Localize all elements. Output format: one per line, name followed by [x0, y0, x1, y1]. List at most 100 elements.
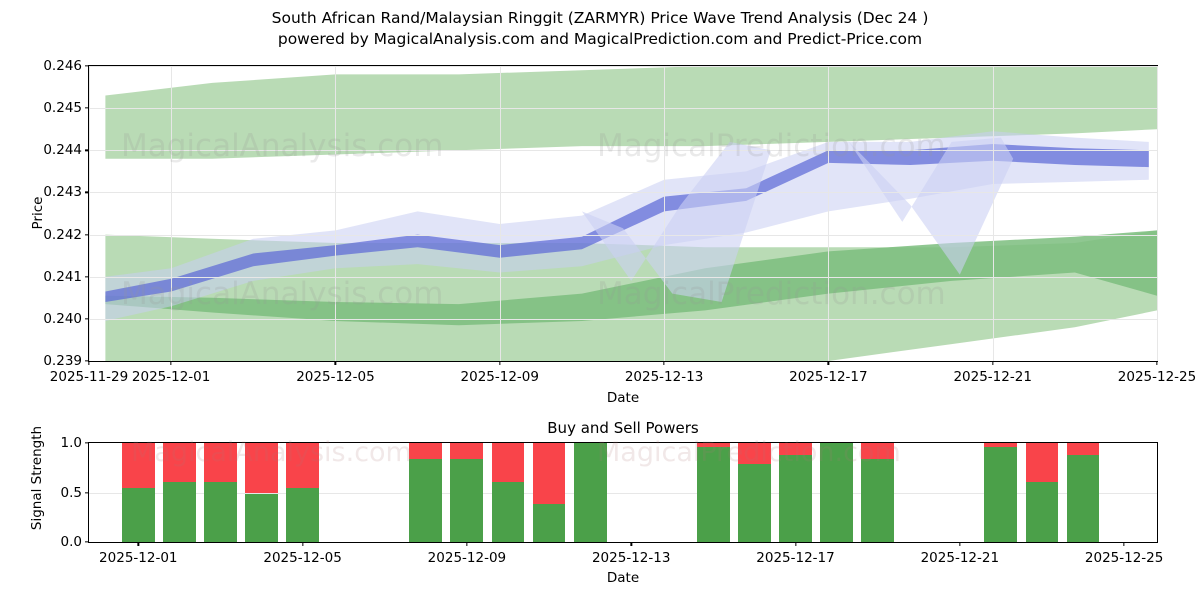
bar-segment-buy [532, 504, 566, 542]
price-y-tick-mark [85, 276, 89, 278]
gridline-vertical [828, 66, 830, 361]
price-x-tick-mark [1156, 361, 1158, 365]
bar-stack[interactable] [779, 443, 812, 542]
price-y-tick-mark [85, 191, 89, 194]
bar-x-tick-mark [630, 542, 632, 546]
gridline-horizontal [89, 234, 1157, 236]
bar-y-tick-mark [85, 541, 89, 543]
price-y-tick-mark [85, 107, 89, 109]
price-y-tick-mark [85, 318, 89, 320]
bar-x-tick-mark [301, 542, 304, 546]
gridline-vertical [171, 66, 173, 361]
price-x-tick-mark [334, 361, 337, 365]
bar-stack[interactable] [738, 443, 771, 542]
price-x-tick-mark [663, 361, 665, 365]
bar-stack[interactable] [861, 443, 895, 542]
bar-segment-buy [491, 481, 525, 542]
price-y-tick-label: 0.243 [43, 184, 82, 201]
bar-stack[interactable] [121, 443, 155, 542]
bar-stack[interactable] [1025, 443, 1059, 542]
price-x-tick-label: 2025-12-17 [789, 369, 868, 385]
bar-stack[interactable] [573, 443, 607, 542]
bar-stack[interactable] [984, 443, 1018, 542]
bar-segment-buy [1066, 454, 1100, 542]
bar-segment-buy [409, 458, 443, 542]
bar-segment-buy [820, 443, 854, 542]
bar-stack[interactable] [696, 443, 730, 542]
bar-segment-buy [984, 446, 1018, 542]
bar-stack[interactable] [204, 443, 237, 542]
bar-x-tick-label: 2025-12-21 [920, 550, 1000, 566]
bar-stack[interactable] [245, 443, 278, 542]
bar-segment-buy [779, 454, 812, 542]
gridline-horizontal [89, 492, 1157, 494]
gridline-vertical [664, 66, 666, 361]
price-wave-plot: 0.239 0.240 0.241 0.242 0.243 0.244 0.245 0.246… [43, 58, 1196, 385]
bar-y-tick-mark [85, 442, 89, 444]
price-y-tick-label: 0.245 [43, 100, 82, 117]
bar-segment-buy [1025, 481, 1059, 542]
bar-segment-buy [738, 463, 771, 542]
bar-stack[interactable] [409, 443, 443, 542]
price-x-tick-label: 2025-12-01 [131, 369, 211, 385]
price-x-tick-mark [170, 361, 172, 365]
bar-segment-sell [162, 443, 196, 482]
buy-sell-chart-title: Buy and Sell Powers [547, 419, 699, 437]
price-y-tick-label: 0.246 [43, 58, 82, 74]
price-series-band [105, 230, 1157, 326]
bar-segment-buy [286, 487, 320, 542]
bar-segment-buy [450, 458, 484, 542]
bar-segment-sell [696, 443, 730, 447]
bar-stack[interactable] [491, 443, 525, 542]
bar-x-tick-label: 2025-12-05 [263, 550, 342, 566]
bar-series-layer [89, 443, 1157, 542]
bar-segment-sell [779, 443, 812, 455]
bar-y-tick-label: 0.5 [60, 484, 82, 501]
bar-stack[interactable] [532, 443, 566, 542]
gridline-vertical [499, 66, 501, 361]
gridline-horizontal [89, 276, 1157, 278]
price-y-tick-label: 0.240 [43, 310, 82, 327]
price-y-tick-label: 0.242 [43, 226, 82, 243]
bar-x-tick-label: 2025-12-01 [99, 550, 178, 566]
bar-stack[interactable] [820, 443, 854, 542]
bar-segment-sell [409, 443, 443, 459]
price-series-band [105, 144, 1149, 302]
price-x-tick-label: 2025-12-09 [460, 369, 539, 385]
bar-x-axis-label: Date [606, 570, 640, 586]
bar-segment-sell [1025, 443, 1059, 482]
bar-stack[interactable] [286, 443, 320, 542]
bar-x-tick-label: 2025-12-25 [1084, 550, 1164, 566]
bar-x-tick-label: 2025-12-13 [591, 550, 671, 566]
gridline-vertical [335, 66, 337, 361]
bar-y-tick-label: 0.0 [60, 534, 82, 550]
gridline-vertical [1157, 66, 1158, 361]
bar-segment-buy [204, 481, 237, 542]
gridline-horizontal [89, 150, 1157, 152]
bar-y-axis-label: Signal Strength [29, 425, 45, 531]
bar-x-tick-mark [466, 542, 468, 546]
price-y-tick-label: 0.239 [43, 353, 82, 369]
bar-stack[interactable] [1066, 443, 1100, 542]
price-y-tick-mark [85, 65, 89, 67]
price-series-band [105, 66, 1157, 159]
price-x-axis-label: Date [606, 390, 640, 406]
bar-segment-buy [245, 493, 278, 542]
bar-stack[interactable] [162, 443, 196, 542]
bar-segment-buy [696, 446, 730, 542]
price-series-polygon [848, 137, 1014, 275]
price-x-tick-mark [499, 361, 501, 365]
price-x-tick-label: 2025-11-29 [49, 369, 129, 385]
bar-stack[interactable] [450, 443, 484, 542]
bar-x-tick-label: 2025-12-09 [427, 550, 507, 566]
gridline-vertical [992, 66, 994, 361]
price-y-tick-label: 0.241 [43, 268, 82, 285]
bar-segment-sell [738, 443, 771, 464]
bar-x-tick-label: 2025-12-17 [756, 550, 835, 566]
price-x-tick-mark [992, 361, 994, 365]
price-x-tick-label: 2025-12-21 [953, 369, 1032, 385]
gridline-horizontal [89, 318, 1157, 320]
bar-segment-buy [861, 458, 895, 542]
price-y-tick-mark [85, 149, 89, 151]
